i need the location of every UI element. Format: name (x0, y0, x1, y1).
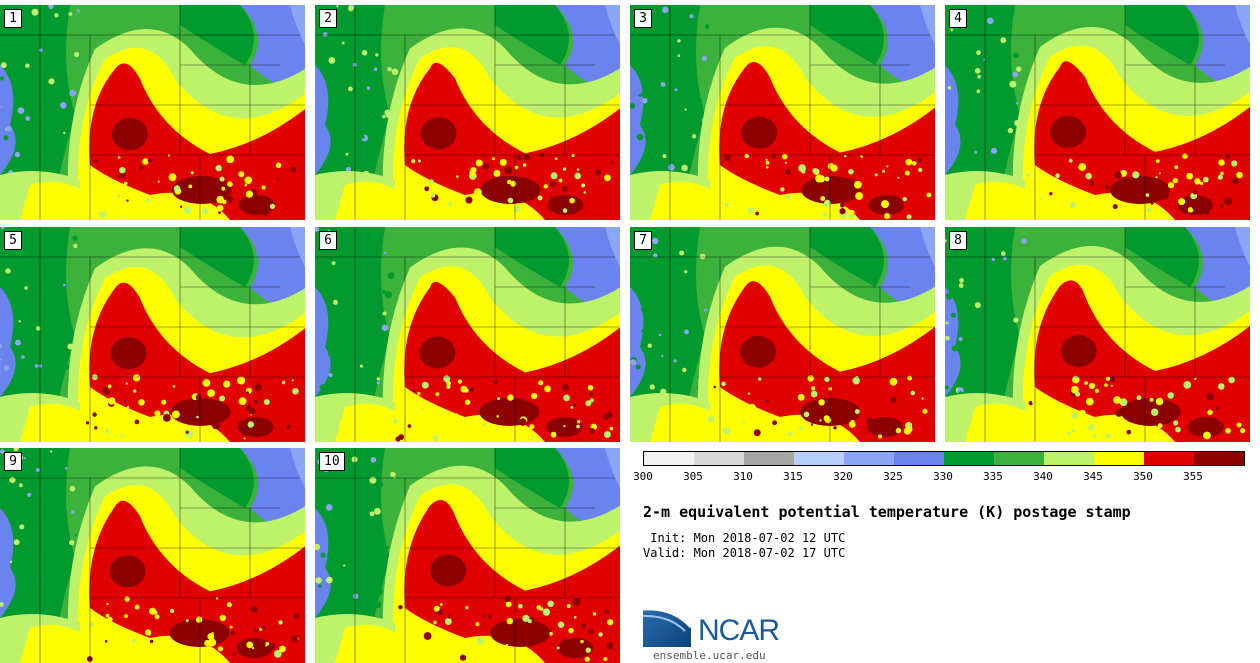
colorbar-tick-label: 330 (933, 470, 953, 483)
member-number-label: 10 (319, 452, 345, 471)
member-number-label: 8 (949, 231, 967, 250)
member-number-label: 4 (949, 9, 967, 28)
member-number-label: 5 (4, 231, 22, 250)
colorbar-tick-label: 355 (1183, 470, 1203, 483)
colorbar-swatch (1094, 452, 1144, 465)
colorbar-swatch (994, 452, 1044, 465)
colorbar-swatch (744, 452, 794, 465)
member-number-label: 9 (4, 452, 22, 471)
member-number-label: 6 (319, 231, 337, 250)
colorbar-swatch (1194, 452, 1244, 465)
colorbar-swatch (1044, 452, 1094, 465)
site-url[interactable]: ensemble.ucar.edu (653, 649, 766, 662)
postage-stamp-map: 7 (630, 227, 935, 442)
colorbar: 300 305 310 315 320 325 330 335 340 345 350 355 (633, 451, 1248, 485)
colorbar-tick-label: 310 (733, 470, 753, 483)
postage-stamp-map: 1 (0, 5, 305, 220)
colorbar-swatch (794, 452, 844, 465)
ncar-logo-text: NCAR (698, 614, 780, 647)
colorbar-tick-label: 300 (633, 470, 653, 483)
init-time: Init: Mon 2018-07-02 12 UTC (643, 531, 846, 545)
postage-stamp-map: 6 (315, 227, 620, 442)
colorbar-tick-label: 340 (1033, 470, 1053, 483)
postage-stamp-map: 9 (0, 448, 305, 663)
postage-stamp-map: 3 (630, 5, 935, 220)
postage-stamp-map: 5 (0, 227, 305, 442)
colorbar-tick-label: 335 (983, 470, 1003, 483)
postage-stamp-map: 2 (315, 5, 620, 220)
member-number-label: 2 (319, 9, 337, 28)
colorbar-tick-label: 320 (833, 470, 853, 483)
colorbar-tick-label: 315 (783, 470, 803, 483)
figure-title: 2-m equivalent potential temperature (K)… (643, 503, 1131, 521)
colorbar-tick-label: 350 (1133, 470, 1153, 483)
colorbar-swatch (1144, 452, 1194, 465)
colorbar-swatch (944, 452, 994, 465)
colorbar-swatches (643, 451, 1245, 466)
colorbar-tick-label: 305 (683, 470, 703, 483)
colorbar-swatch (644, 452, 694, 465)
valid-time: Valid: Mon 2018-07-02 17 UTC (643, 546, 846, 560)
colorbar-swatch (894, 452, 944, 465)
member-number-label: 3 (634, 9, 652, 28)
ncar-logo-icon (643, 607, 693, 647)
postage-stamp-map: 8 (945, 227, 1250, 442)
member-number-label: 1 (4, 9, 22, 28)
postage-stamp-map: 4 (945, 5, 1250, 220)
postage-stamp-map: 10 (315, 448, 620, 663)
colorbar-swatch (694, 452, 744, 465)
colorbar-swatch (844, 452, 894, 465)
member-number-label: 7 (634, 231, 652, 250)
colorbar-tick-label: 345 (1083, 470, 1103, 483)
colorbar-tick-label: 325 (883, 470, 903, 483)
